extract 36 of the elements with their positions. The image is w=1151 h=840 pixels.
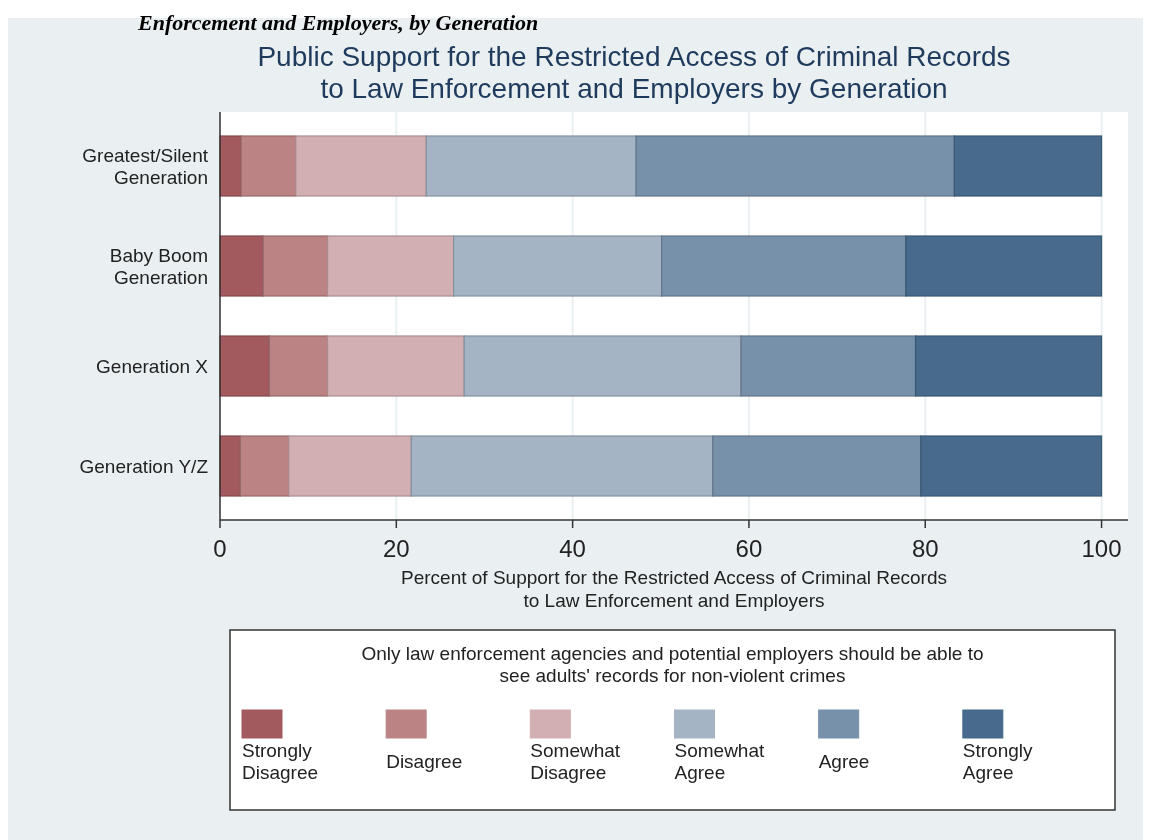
bar: [240, 135, 297, 197]
y-tick-label: Generation X: [96, 356, 209, 377]
legend-label: Disagree: [386, 751, 463, 772]
text: Enforcement and Employers, by Generation: [137, 10, 539, 35]
y-tick-label: Generation Y/Z: [79, 456, 209, 477]
bar: [219, 135, 242, 197]
bar: [953, 135, 1103, 197]
bar: [288, 435, 412, 497]
x-tick-label: 0: [213, 535, 227, 562]
legend-label: Somewhat Agree: [674, 740, 765, 783]
bar: [239, 435, 290, 497]
bar: [905, 235, 1103, 297]
x-tick-label: 80: [911, 535, 939, 562]
bar: [219, 235, 264, 297]
bar: [262, 235, 329, 297]
legend-title: Only law enforcement agencies and potential employers should be able to see adults' records for non-violent crimes: [361, 643, 984, 686]
legend-label: Agree: [818, 751, 870, 772]
x-tick-label: 60: [735, 535, 763, 562]
x-tick-label: 20: [382, 535, 410, 562]
bar: [219, 335, 270, 397]
bar: [268, 335, 329, 397]
x-tick-label: 100: [1081, 535, 1122, 562]
bar: [219, 435, 241, 497]
legend-label: Somewhat Disagree: [530, 740, 621, 783]
bar: [914, 335, 1103, 397]
y-tick-label: Greatest/Silent Generation: [82, 145, 209, 188]
bar: [295, 135, 427, 197]
chart-title: Public Support for the Restricted Access of Criminal Records to Law Enforcement and Employers by Generation: [257, 41, 1011, 104]
x-tick-label: 40: [559, 535, 586, 562]
bar: [326, 335, 465, 397]
legend-label: Strongly Disagree: [242, 740, 319, 783]
x-axis-title: Percent of Support for the Restricted Access of Criminal Records to Law Enforcement and Employers: [401, 567, 947, 611]
bar: [326, 235, 455, 297]
legend-label: Strongly Agree: [962, 740, 1034, 783]
bar: [920, 435, 1103, 497]
y-tick-label: Baby Boom Generation: [109, 245, 208, 288]
